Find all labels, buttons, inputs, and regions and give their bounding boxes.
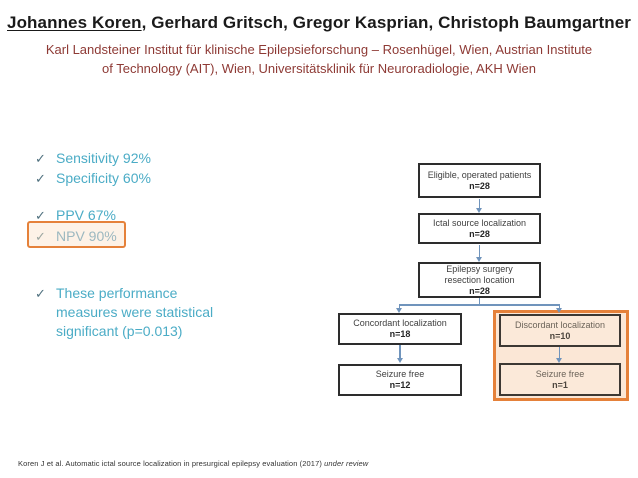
author-name-underlined: Johannes Koren — [7, 13, 142, 32]
npv-highlight-box — [27, 221, 126, 248]
node-count: n=28 — [469, 285, 490, 296]
node-label: Concordant localization — [353, 318, 447, 328]
bullet-ppv: ✓ PPV 67% — [35, 206, 116, 225]
flowchart-node-seizure-free-discordant: Seizure free n=1 — [499, 363, 621, 396]
arrow-down-icon — [476, 208, 482, 213]
bullet-label: PPV 67% — [56, 207, 116, 223]
affiliation-block: Karl Landsteiner Institut für klinische … — [19, 40, 619, 78]
bullet-label: Specificity 60% — [56, 170, 151, 186]
arrow-down-icon — [476, 257, 482, 262]
flow-arrow-line — [478, 199, 481, 208]
bullet-npv: ✓ NPV 90% — [35, 227, 117, 246]
flow-arrow-line — [558, 347, 561, 358]
flow-branch-horizontal-line — [399, 304, 560, 306]
arrow-down-icon — [556, 358, 562, 363]
flow-arrow-line — [478, 245, 481, 257]
checkmark-icon: ✓ — [35, 229, 46, 244]
node-count: n=1 — [552, 379, 568, 390]
slide-title: Johannes Koren, Gerhard Gritsch, Gregor … — [0, 13, 638, 33]
node-label: resection location — [444, 274, 515, 285]
affiliation-line-2: of Technology (AIT), Wien, Universitätsk… — [102, 61, 536, 76]
author-names-rest: , Gerhard Gritsch, Gregor Kasprian, Chri… — [141, 13, 631, 32]
arrow-down-icon — [556, 308, 562, 313]
flow-arrow-line — [558, 304, 561, 308]
flow-arrow-line — [399, 345, 401, 358]
node-count: n=10 — [549, 330, 571, 341]
node-label: Seizure free — [375, 369, 425, 379]
footer-citation: Koren J et al. Automatic ictal source lo… — [18, 459, 368, 468]
bullet-label: NPV 90% — [56, 228, 117, 244]
flowchart-node-concordant: Concordant localization n=18 — [338, 313, 462, 345]
affiliation-line-1: Karl Landsteiner Institut für klinische … — [45, 42, 593, 57]
node-label: Epilepsy surgery — [446, 263, 513, 274]
citation-text: Koren J et al. Automatic ictal source lo… — [18, 459, 325, 468]
flowchart-node-seizure-free-concordant: Seizure free n=12 — [338, 364, 462, 396]
flowchart-node-resection: Epilepsy surgery resection location n=28 — [418, 262, 541, 298]
checkmark-icon: ✓ — [35, 286, 46, 301]
node-count: n=28 — [469, 180, 490, 191]
flowchart-node-ictal-source: Ictal source localization n=28 — [418, 213, 541, 244]
bullet-label: These performance measures were statisti… — [56, 285, 214, 339]
flowchart-node-eligible: Eligible, operated patients n=28 — [418, 163, 541, 198]
node-label: Eligible, operated patients — [427, 169, 532, 180]
arrow-down-icon — [396, 308, 402, 313]
node-count: n=12 — [389, 380, 411, 390]
node-count: n=18 — [389, 329, 411, 339]
node-count: n=28 — [469, 228, 490, 239]
bullet-specificity: ✓ Specificity 60% — [35, 169, 151, 188]
node-label: Ictal source localization — [432, 217, 527, 228]
arrow-down-icon — [396, 358, 403, 363]
node-label: Discordant localization — [514, 319, 606, 330]
checkmark-icon: ✓ — [35, 151, 46, 166]
bullet-sensitivity: ✓ Sensitivity 92% — [35, 149, 151, 168]
bullet-label: Sensitivity 92% — [56, 150, 151, 166]
bullet-significance: ✓ These performance measures were statis… — [35, 284, 235, 341]
checkmark-icon: ✓ — [35, 208, 46, 223]
flow-branch-stub — [478, 298, 481, 305]
node-label: Seizure free — [535, 368, 585, 379]
checkmark-icon: ✓ — [35, 171, 46, 186]
citation-status: under review — [324, 459, 369, 468]
flow-arrow-line — [398, 304, 401, 308]
flowchart-node-discordant: Discordant localization n=10 — [499, 314, 621, 347]
